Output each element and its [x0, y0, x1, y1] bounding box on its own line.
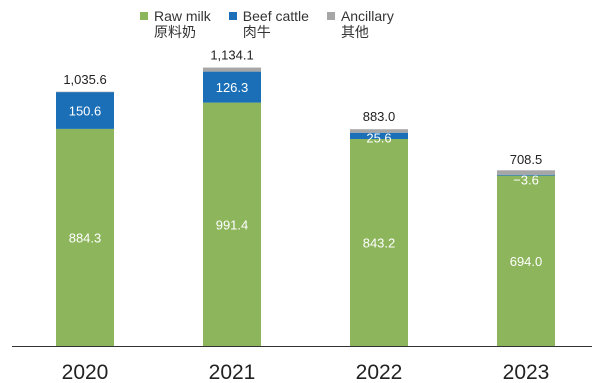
total-label-2021: 1,134.1	[210, 48, 253, 63]
legend-swatch-beef-cattle	[228, 12, 237, 20]
chart-legend: Raw milk 原料奶 Beef cattle 肉牛 Ancillary 其他	[140, 8, 394, 40]
data-label-beef-cattle-2021: 126.3	[216, 80, 249, 95]
x-tick-label-2022: 2022	[356, 361, 403, 383]
data-label-beef-cattle-2023: −3.6	[513, 173, 539, 188]
legend-swatch-ancillary	[326, 12, 335, 20]
legend-label-raw-milk-zh: 原料奶	[154, 24, 196, 40]
total-label-2020: 1,035.6	[63, 72, 106, 87]
bar-ancillary-2023	[497, 170, 555, 175]
data-label-beef-cattle-2022: 25.6	[366, 131, 391, 146]
x-tick-label-2020: 2020	[62, 361, 109, 383]
legend-item-ancillary: Ancillary 其他	[326, 8, 394, 40]
bar-beef-cattle-2022	[350, 132, 408, 139]
data-label-beef-cattle-2020: 150.6	[69, 103, 102, 118]
bar-beef-cattle-2023	[497, 174, 555, 176]
data-label-raw-milk-2023: 694.0	[510, 254, 543, 269]
bar-beef-cattle-2021	[203, 71, 261, 103]
legend-label-beef-cattle: Beef cattle	[242, 8, 309, 24]
bar-ancillary-2020	[56, 91, 114, 93]
legend-label-ancillary: Ancillary	[340, 8, 394, 24]
bar-raw-milk-2020	[56, 128, 114, 346]
x-tick-label-2023: 2023	[503, 361, 550, 383]
bar-raw-milk-2023	[497, 175, 555, 346]
legend-item-beef-cattle: Beef cattle 肉牛	[228, 8, 309, 40]
legend-item-raw-milk: Raw milk 原料奶	[140, 8, 211, 40]
x-tick-label-2021: 2021	[209, 361, 256, 383]
legend-swatch-raw-milk	[140, 12, 148, 20]
bar-ancillary-2022	[350, 129, 408, 133]
data-label-raw-milk-2021: 991.4	[216, 217, 249, 232]
total-label-2022: 883.0	[363, 109, 396, 124]
legend-label-ancillary-zh: 其他	[340, 24, 369, 40]
total-label-2023: 708.5	[510, 152, 543, 167]
bar-beef-cattle-2020	[56, 91, 114, 129]
legend-label-beef-cattle-zh: 肉牛	[242, 24, 271, 40]
bar-raw-milk-2022	[350, 138, 408, 346]
data-label-raw-milk-2022: 843.2	[363, 235, 396, 250]
legend-label-raw-milk: Raw milk	[154, 8, 211, 24]
data-label-raw-milk-2020: 884.3	[69, 230, 102, 245]
bar-raw-milk-2021	[203, 102, 261, 346]
bar-ancillary-2021	[203, 67, 261, 72]
